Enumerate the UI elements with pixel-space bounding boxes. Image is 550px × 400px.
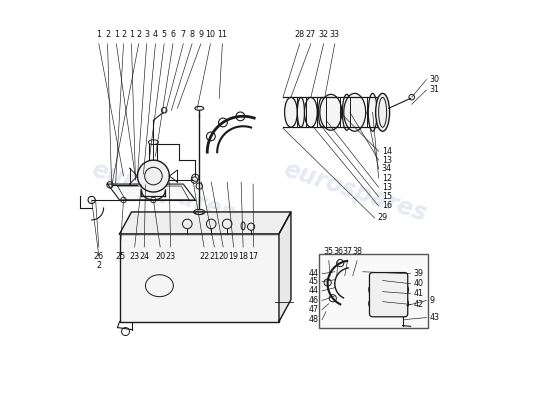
Ellipse shape <box>305 97 317 127</box>
Ellipse shape <box>320 94 342 130</box>
Text: 30: 30 <box>430 75 439 84</box>
Ellipse shape <box>403 299 409 308</box>
Text: 12: 12 <box>382 174 392 182</box>
Bar <box>119 234 279 322</box>
Ellipse shape <box>403 285 409 294</box>
Text: 45: 45 <box>309 277 319 286</box>
Text: eurospares: eurospares <box>89 158 238 226</box>
Text: 44: 44 <box>309 286 319 295</box>
Text: 26: 26 <box>94 252 104 261</box>
Text: 20: 20 <box>155 252 165 261</box>
Text: 17: 17 <box>249 252 258 261</box>
Text: 24: 24 <box>139 252 149 261</box>
Text: 36: 36 <box>333 247 343 256</box>
Text: 47: 47 <box>309 305 319 314</box>
Text: 1: 1 <box>96 30 101 39</box>
FancyBboxPatch shape <box>370 272 408 317</box>
Text: 34: 34 <box>382 164 392 174</box>
Text: 29: 29 <box>378 214 388 222</box>
Text: 2: 2 <box>121 30 126 39</box>
Text: 10: 10 <box>206 30 216 39</box>
Text: eurospares: eurospares <box>280 158 430 226</box>
Text: 18: 18 <box>238 252 248 261</box>
Ellipse shape <box>284 97 298 127</box>
Text: 3: 3 <box>144 30 149 39</box>
Text: 42: 42 <box>414 300 424 309</box>
Text: 8: 8 <box>190 30 195 39</box>
Text: 40: 40 <box>414 279 424 288</box>
Ellipse shape <box>318 97 326 127</box>
Text: 37: 37 <box>343 247 353 256</box>
Text: 7: 7 <box>181 30 186 39</box>
Text: 23: 23 <box>130 252 140 261</box>
Text: 28: 28 <box>295 30 305 39</box>
Ellipse shape <box>194 209 205 214</box>
Text: 15: 15 <box>382 192 392 201</box>
Text: 46: 46 <box>309 296 319 305</box>
Ellipse shape <box>195 106 204 110</box>
Text: 13: 13 <box>382 156 392 165</box>
Text: 1: 1 <box>114 30 119 39</box>
Text: 21: 21 <box>210 252 219 261</box>
Text: 25: 25 <box>115 252 125 261</box>
Text: 6: 6 <box>170 30 175 39</box>
Circle shape <box>380 286 397 303</box>
Text: 22: 22 <box>199 252 209 261</box>
Text: 39: 39 <box>414 269 424 278</box>
Ellipse shape <box>368 93 377 131</box>
Text: 48: 48 <box>309 315 319 324</box>
Text: 32: 32 <box>318 30 329 39</box>
Text: 38: 38 <box>352 247 362 256</box>
Text: 9: 9 <box>199 30 204 39</box>
Text: 20: 20 <box>218 252 228 261</box>
Ellipse shape <box>148 140 158 144</box>
Ellipse shape <box>368 299 374 308</box>
Text: 35: 35 <box>324 247 334 256</box>
Text: 1: 1 <box>129 30 134 39</box>
Text: 2: 2 <box>136 30 141 39</box>
Ellipse shape <box>342 94 351 130</box>
Ellipse shape <box>344 93 366 131</box>
Text: 2: 2 <box>105 30 110 39</box>
Text: 14: 14 <box>382 147 392 156</box>
Polygon shape <box>279 212 291 322</box>
Text: 41: 41 <box>414 289 424 298</box>
Ellipse shape <box>368 285 374 294</box>
Text: 9: 9 <box>430 296 435 305</box>
Polygon shape <box>119 212 291 234</box>
Text: 23: 23 <box>166 252 175 261</box>
Text: 11: 11 <box>217 30 227 39</box>
Bar <box>319 254 428 328</box>
Text: 27: 27 <box>306 30 316 39</box>
Text: 13: 13 <box>382 183 392 192</box>
Ellipse shape <box>376 93 389 131</box>
Ellipse shape <box>298 97 305 127</box>
Text: 4: 4 <box>153 30 158 39</box>
Polygon shape <box>108 184 195 200</box>
Text: 44: 44 <box>309 269 319 278</box>
Text: 19: 19 <box>228 252 239 261</box>
Circle shape <box>138 160 169 192</box>
Text: 31: 31 <box>430 86 439 94</box>
Text: 16: 16 <box>382 202 392 210</box>
Text: 43: 43 <box>430 313 439 322</box>
Text: 2: 2 <box>96 260 101 270</box>
Text: 33: 33 <box>330 30 340 39</box>
Text: 5: 5 <box>162 30 167 39</box>
